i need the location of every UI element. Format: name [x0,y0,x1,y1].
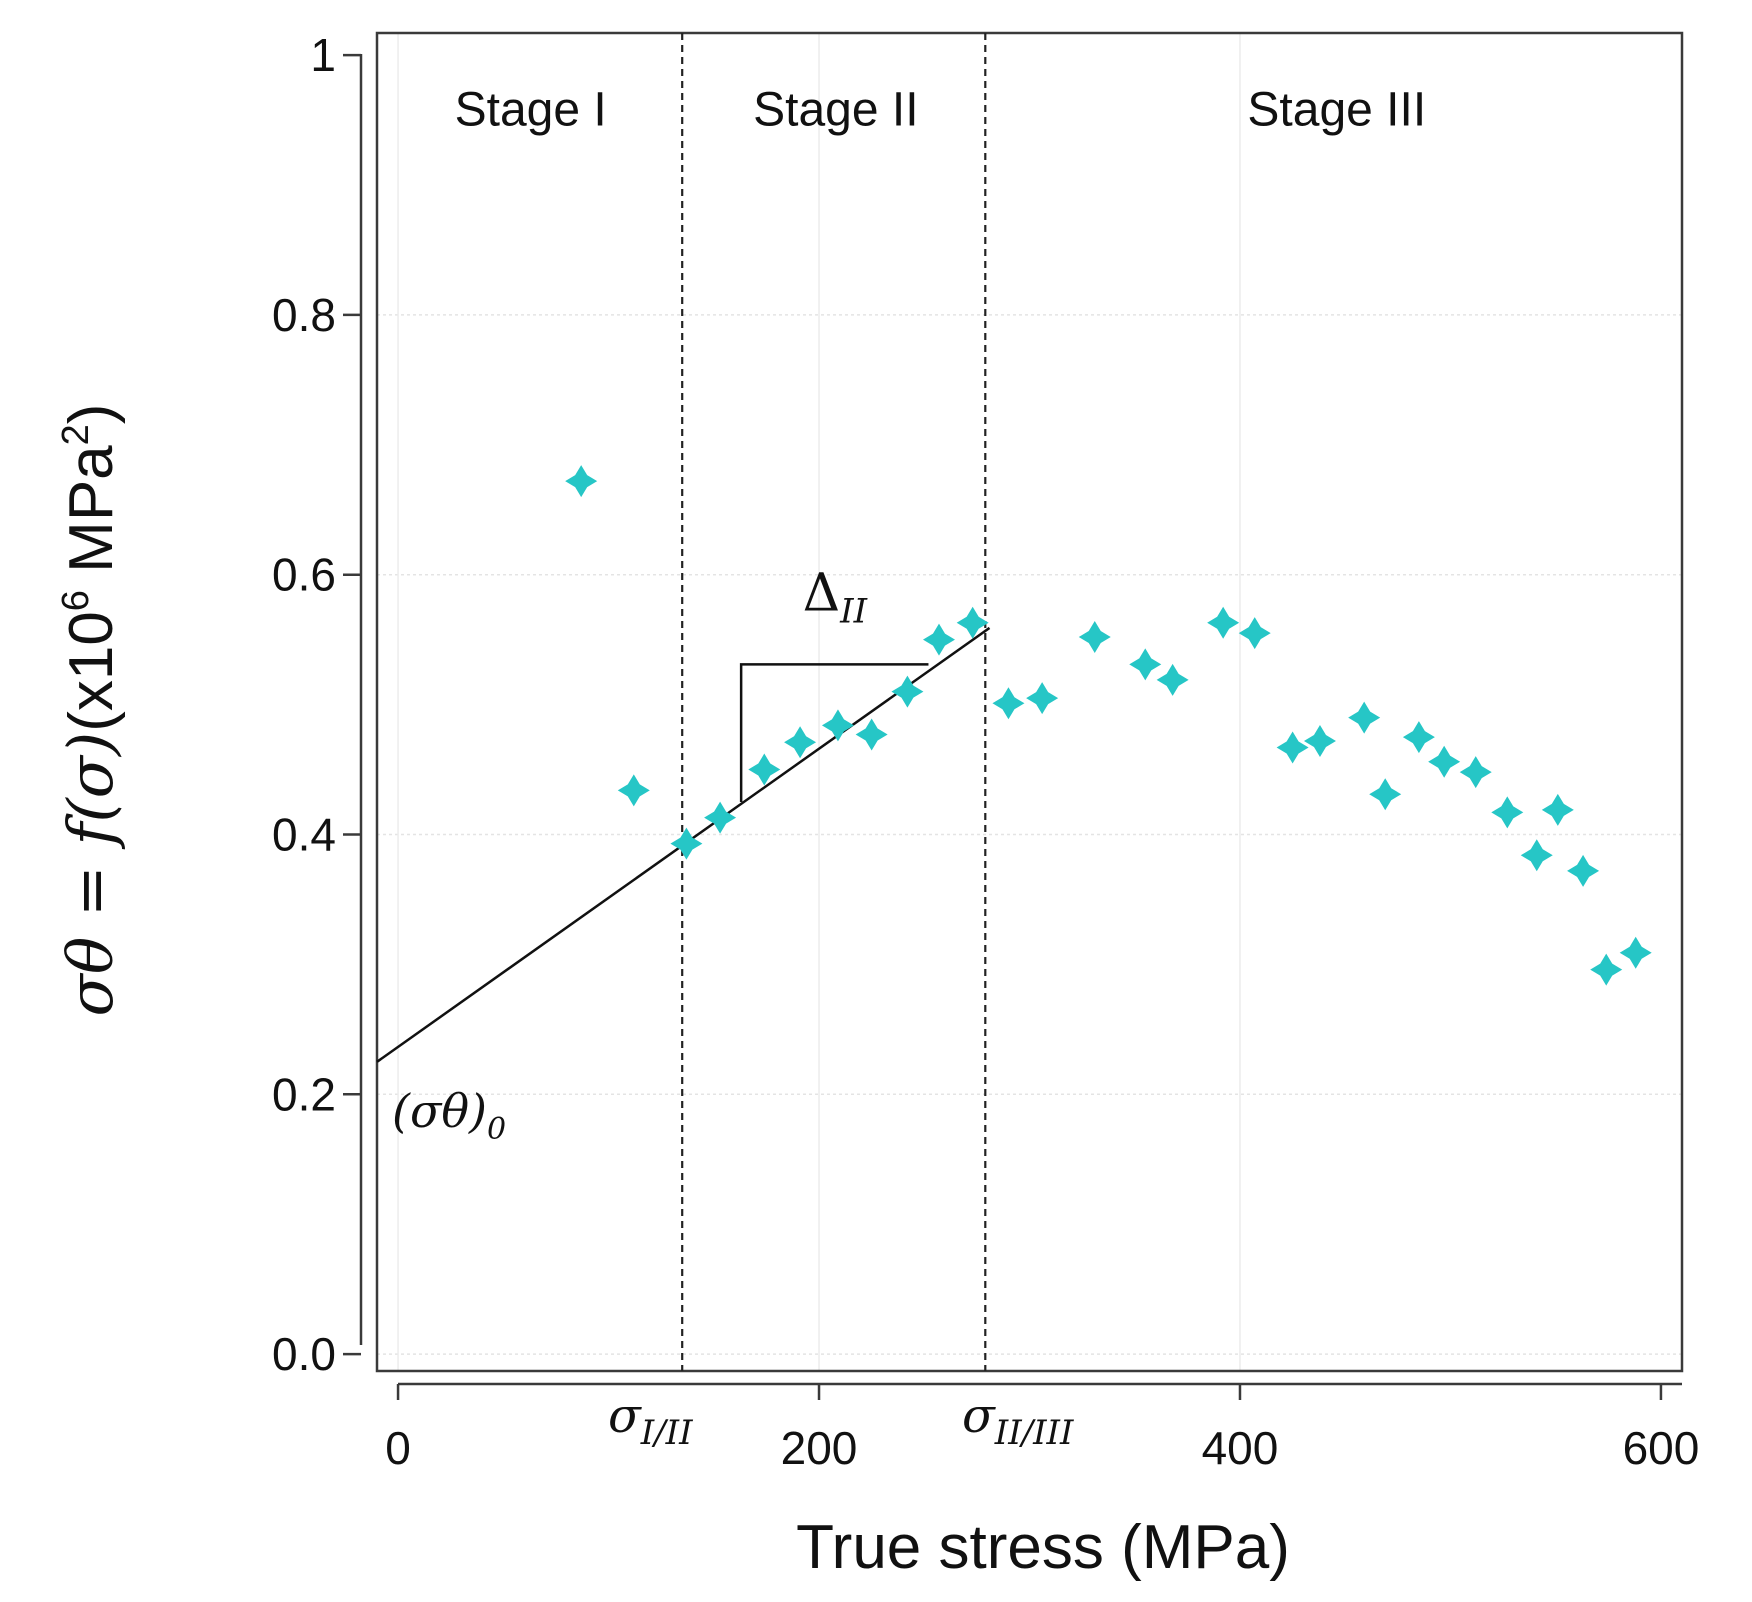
data-point-23 [1428,745,1461,778]
y-title-units-middle: MPa [57,445,126,590]
data-point-12 [1026,682,1059,715]
sigma-ii-iii-subscript: II/III [994,1413,1074,1453]
data-point-2 [670,827,703,860]
y-axis-title: σθ = f(σ)(x106 MPa2) [54,404,127,1017]
y-tick-label-4: 0.8 [272,289,336,341]
data-point-30 [1619,936,1652,969]
y-tick-label-2: 0.4 [272,809,336,861]
delta-subscript: II [839,591,867,631]
x-tick-label-1: 200 [781,1422,858,1474]
data-point-3 [704,801,737,834]
data-point-26 [1520,839,1553,872]
x-tick-label-0: 0 [385,1422,411,1474]
data-point-14 [1129,648,1162,681]
sigma-i-ii-symbol: σ [608,1388,642,1444]
data-point-1 [617,774,650,807]
data-point-21 [1369,778,1402,811]
x-ticks: 0 200 400 600 [385,1384,1699,1474]
sigma-ii-iii-symbol: σ [962,1388,996,1444]
x-tick-label-2: 400 [1202,1422,1279,1474]
delta-symbol: Δ [803,563,841,623]
x-axis-title: True stress (MPa) [796,1513,1290,1582]
data-point-7 [855,718,888,751]
y-ticks: 0.0 0.2 0.4 0.6 0.8 1 [272,29,361,1380]
data-point-22 [1402,721,1435,754]
gridlines [377,33,1682,1371]
data-point-29 [1590,953,1623,986]
data-point-4 [748,753,781,786]
intercept-text: (σθ) [392,1084,487,1138]
data-point-19 [1303,724,1336,757]
stage-label-3: Stage III [1247,84,1426,137]
y-title-units-prefix: (x10 [57,611,126,732]
data-point-17 [1238,617,1271,650]
stage-label-1: Stage I [455,84,607,137]
y-tick-label-0: 0.0 [272,1328,336,1380]
data-point-24 [1459,756,1492,789]
data-point-20 [1348,701,1381,734]
y-title-units-exponent: 2 [55,424,97,445]
data-point-13 [1078,621,1111,654]
y-title-units-suffix: ) [57,404,126,425]
sigma-i-ii-label: σI/II [608,1388,693,1453]
y-title-symbol: σθ = f(σ) [54,732,127,1017]
data-point-25 [1491,796,1524,829]
data-point-11 [992,687,1025,720]
stage-boundaries [681,33,987,1371]
data-point-18 [1276,731,1309,764]
plot-frame [375,31,1684,1373]
sigma-ii-iii-label: σII/III [962,1388,1074,1453]
y-tick-label-5: 1 [310,29,336,81]
data-point-15 [1156,663,1189,696]
data-point-0 [565,465,598,498]
data-point-5 [784,726,817,759]
intercept-label: (σθ)0 [392,1084,506,1147]
data-point-27 [1541,793,1574,826]
stage-label-2: Stage II [753,84,918,137]
data-points [565,465,1652,986]
y-title-exponent: 6 [55,590,97,611]
y-tick-label-1: 0.2 [272,1068,336,1120]
slope-triangle [739,663,929,803]
data-point-28 [1567,854,1600,887]
data-point-6 [821,709,854,742]
y-tick-label-3: 0.6 [272,549,336,601]
x-tick-label-3: 600 [1623,1422,1700,1474]
data-point-10 [956,606,989,639]
data-point-9 [922,623,955,656]
sigma-i-ii-subscript: I/II [640,1413,693,1453]
data-point-16 [1207,606,1240,639]
delta-label: ΔII [803,563,868,631]
intercept-subscript: 0 [487,1112,506,1147]
data-point-8 [891,675,924,708]
